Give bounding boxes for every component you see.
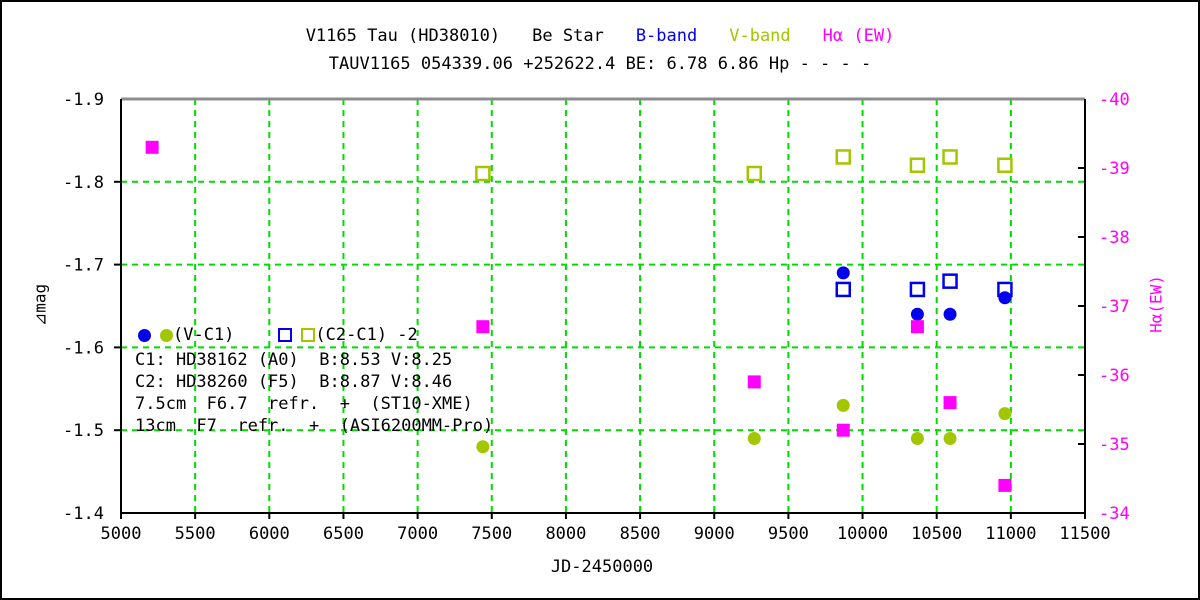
data-point-open-square (835, 149, 852, 165)
x-tick-label: 6000 (249, 524, 290, 544)
y-right-tick-label: -40 (1099, 90, 1130, 110)
data-point-open-square (942, 273, 958, 289)
x-tick-label: 5500 (175, 524, 216, 544)
data-point-circle (836, 266, 850, 280)
legend-filled-label: (V-C1) (173, 325, 235, 345)
data-point-open-square (909, 281, 926, 298)
data-point-square (910, 320, 924, 334)
right-axis-title: Hα(EW) (1146, 275, 1166, 333)
data-point-open-square (475, 165, 491, 182)
legend-open-label: (C2-C1) -2 (315, 325, 418, 345)
title-vband-label: V-band (729, 26, 791, 46)
x-tick-label: 6500 (323, 524, 364, 544)
legend: (V-C1) (C2-C1) -2 (138, 325, 418, 345)
x-tick-label: 7000 (397, 524, 438, 544)
comparison-star-c1-note: C1: HD38162 (A0) B:8.53 V:8.25 (135, 350, 453, 370)
x-tick-label: 9500 (768, 524, 809, 544)
data-point-square (943, 396, 957, 410)
x-tick-label: 11000 (985, 524, 1036, 544)
legend-vband-filled-circle-icon (160, 328, 173, 342)
legend-bband-filled-circle-icon (138, 328, 151, 342)
data-point-circle (943, 431, 957, 445)
legend-vband-open-square-icon (301, 328, 316, 342)
y-left-tick-label: -1.4 (63, 504, 104, 524)
title-star-name: V1165 Tau (HD38010) (305, 26, 501, 46)
chart-subtitle: TAUV1165 054339.06 +252622.4 BE: 6.78 6.… (328, 54, 872, 74)
x-tick-label: 10000 (837, 524, 888, 544)
equipment-note-2: 13cm F7 refr. + (ASI6200MM-Pro) (135, 416, 494, 436)
data-point-circle (747, 431, 761, 445)
y-right-tick-label: -37 (1099, 297, 1130, 317)
y-right-tick-label: -38 (1099, 228, 1130, 248)
x-tick-label: 7500 (471, 524, 512, 544)
x-tick-label: 11500 (1059, 524, 1110, 544)
data-point-square (145, 140, 159, 154)
data-point-circle (943, 307, 957, 321)
x-tick-label: 5000 (101, 524, 142, 544)
y-right-tick-label: -39 (1099, 159, 1130, 179)
title-bband-label: B-band (635, 26, 698, 46)
x-axis-title: JD-2450000 (550, 557, 654, 577)
y-left-tick-label: -1.6 (63, 338, 104, 358)
data-point-square (747, 375, 761, 389)
y-right-tick-label: -34 (1099, 504, 1130, 524)
y-left-tick-label: -1.5 (63, 421, 104, 441)
data-point-open-square (909, 157, 926, 173)
left-axis-title: ⊿mag (30, 283, 50, 327)
data-point-open-square (835, 281, 852, 298)
data-point-circle (910, 431, 924, 445)
title-halpha-label: Hα (EW) (822, 26, 895, 46)
data-point-circle (998, 291, 1012, 305)
data-point-square (836, 423, 850, 437)
data-point-open-square (942, 149, 958, 165)
y-left-tick-label: -1.9 (63, 90, 104, 110)
data-point-open-square (997, 157, 1013, 173)
y-right-tick-label: -36 (1099, 366, 1130, 386)
x-tick-label: 9000 (694, 524, 735, 544)
title-star-type: Be Star (532, 26, 604, 46)
data-point-circle (910, 307, 924, 321)
data-point-square (476, 320, 490, 334)
y-left-tick-label: -1.7 (63, 256, 104, 276)
chart-title: V1165 Tau (HD38010) Be Star B-band V-ban… (2, 26, 1198, 46)
data-point-square (998, 478, 1012, 492)
y-left-tick-label: -1.8 (63, 173, 104, 193)
data-point-circle (998, 407, 1012, 421)
x-tick-label: 8000 (545, 524, 586, 544)
data-point-open-square (746, 165, 763, 182)
y-right-tick-label: -35 (1099, 435, 1130, 455)
x-tick-label: 8500 (620, 524, 661, 544)
equipment-note-1: 7.5cm F6.7 refr. + (ST10-XME) (135, 394, 473, 414)
comparison-star-c2-note: C2: HD38260 (F5) B:8.87 V:8.46 (135, 372, 453, 392)
x-tick-label: 10500 (911, 524, 962, 544)
data-point-circle (476, 440, 490, 454)
data-point-circle (836, 398, 850, 412)
legend-bband-open-square-icon (278, 328, 293, 342)
